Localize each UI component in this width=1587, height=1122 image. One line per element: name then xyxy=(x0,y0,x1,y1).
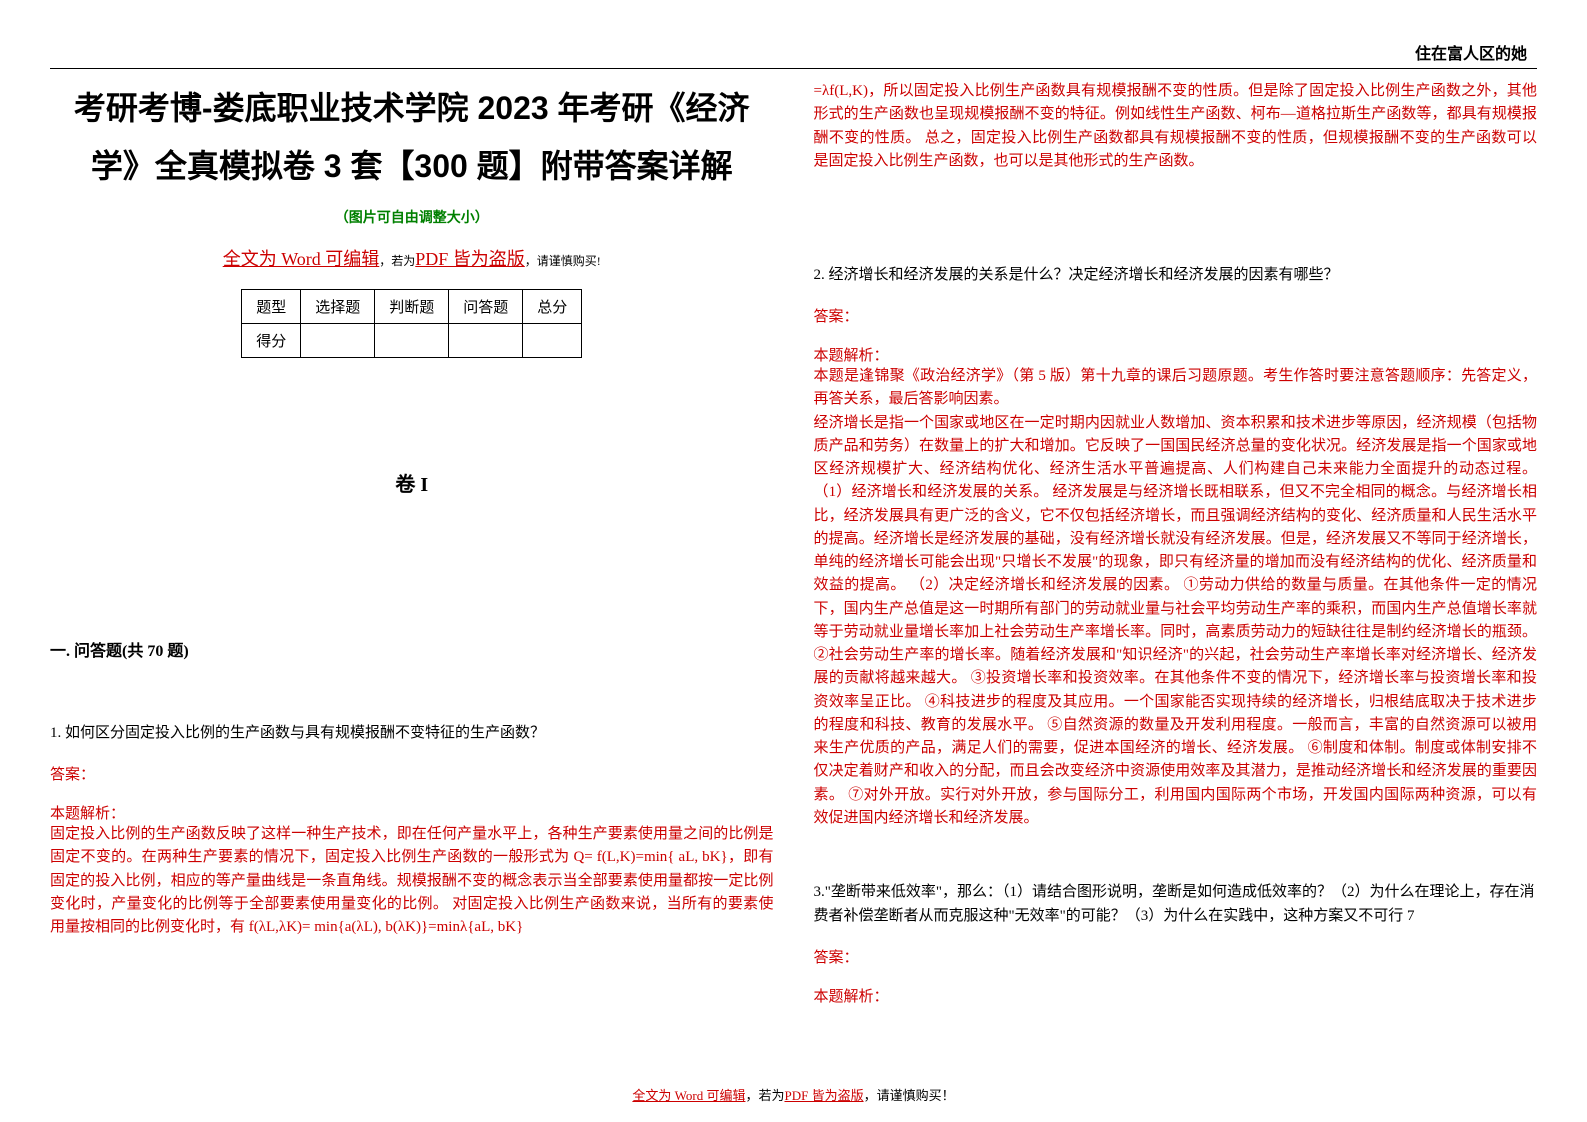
footer-sep1: ，若为 xyxy=(745,1088,784,1103)
analysis-heading: 本题解析： xyxy=(814,344,1538,365)
score-table: 题型 选择题 判断题 问答题 总分 得分 xyxy=(241,289,582,358)
footer-tail: ，请谨慎购买！ xyxy=(864,1088,955,1103)
cell xyxy=(301,324,375,358)
th-judge: 判断题 xyxy=(375,290,449,324)
edit-warning-tail: ，请谨慎购买! xyxy=(525,254,601,268)
analysis-heading: 本题解析： xyxy=(814,985,1538,1006)
edit-warning-word: 全文为 Word 可编辑 xyxy=(223,249,380,269)
cell xyxy=(449,324,523,358)
th-total: 总分 xyxy=(523,290,582,324)
th-type: 题型 xyxy=(242,290,301,324)
th-choice: 选择题 xyxy=(301,290,375,324)
subtitle-note: （图片可自由调整大小） xyxy=(50,207,774,227)
analysis-body-p2: 经济增长是指一个国家或地区在一定时期内因就业人数增加、资本积累和技术进步等原因，… xyxy=(814,412,1538,831)
answer-label: 答案： xyxy=(814,946,1538,967)
analysis-body-cont: =λf(L,K)，所以固定投入比例生产函数具有规模报酬不变的性质。但是除了固定投… xyxy=(814,80,1538,173)
document-title: 考研考博-娄底职业技术学院 2023 年考研《经济学》全真模拟卷 3 套【300… xyxy=(50,80,774,195)
edit-warning-pdf: PDF 皆为盗版 xyxy=(415,249,525,269)
left-column: 考研考博-娄底职业技术学院 2023 年考研《经济学》全真模拟卷 3 套【300… xyxy=(50,40,774,1006)
table-row: 得分 xyxy=(242,324,582,358)
question-1: 1. 如何区分固定投入比例的生产函数与具有规模报酬不变特征的生产函数？ xyxy=(50,721,774,745)
cell xyxy=(375,324,449,358)
th-qa: 问答题 xyxy=(449,290,523,324)
top-rule xyxy=(50,68,1537,69)
analysis-heading: 本题解析： xyxy=(50,802,774,823)
page-container: 考研考博-娄底职业技术学院 2023 年考研《经济学》全真模拟卷 3 套【300… xyxy=(0,0,1587,1026)
cell xyxy=(523,324,582,358)
volume-label: 卷 I xyxy=(50,468,774,497)
answer-label: 答案： xyxy=(814,305,1538,326)
edit-warning-sep1: ，若为 xyxy=(379,254,415,268)
table-row: 题型 选择题 判断题 问答题 总分 xyxy=(242,290,582,324)
footer-pdf: PDF 皆为盗版 xyxy=(784,1088,863,1103)
footer-warning: 全文为 Word 可编辑，若为PDF 皆为盗版，请谨慎购买！ xyxy=(0,1085,1587,1104)
header-author: 住在富人区的她 xyxy=(1415,40,1527,64)
right-column: =λf(L,K)，所以固定投入比例生产函数具有规模报酬不变的性质。但是除了固定投… xyxy=(814,40,1538,1006)
analysis-body: 固定投入比例的生产函数反映了这样一种生产技术，即在任何产量水平上，各种生产要素使… xyxy=(50,823,774,939)
answer-label: 答案： xyxy=(50,763,774,784)
row-label: 得分 xyxy=(242,324,301,358)
edit-warning: 全文为 Word 可编辑，若为PDF 皆为盗版，请谨慎购买! xyxy=(50,245,774,271)
analysis-body-p1: 本题是逢锦聚《政治经济学》（第 5 版）第十九章的课后习题原题。考生作答时要注意… xyxy=(814,365,1538,412)
footer-word: 全文为 Word 可编辑 xyxy=(632,1088,745,1103)
question-3: 3."垄断带来低效率"，那么：（1）请结合图形说明，垄断是如何造成低效率的？（2… xyxy=(814,880,1538,928)
section-heading: 一. 问答题(共 70 题) xyxy=(50,637,774,661)
question-2: 2. 经济增长和经济发展的关系是什么？决定经济增长和经济发展的因素有哪些？ xyxy=(814,263,1538,287)
